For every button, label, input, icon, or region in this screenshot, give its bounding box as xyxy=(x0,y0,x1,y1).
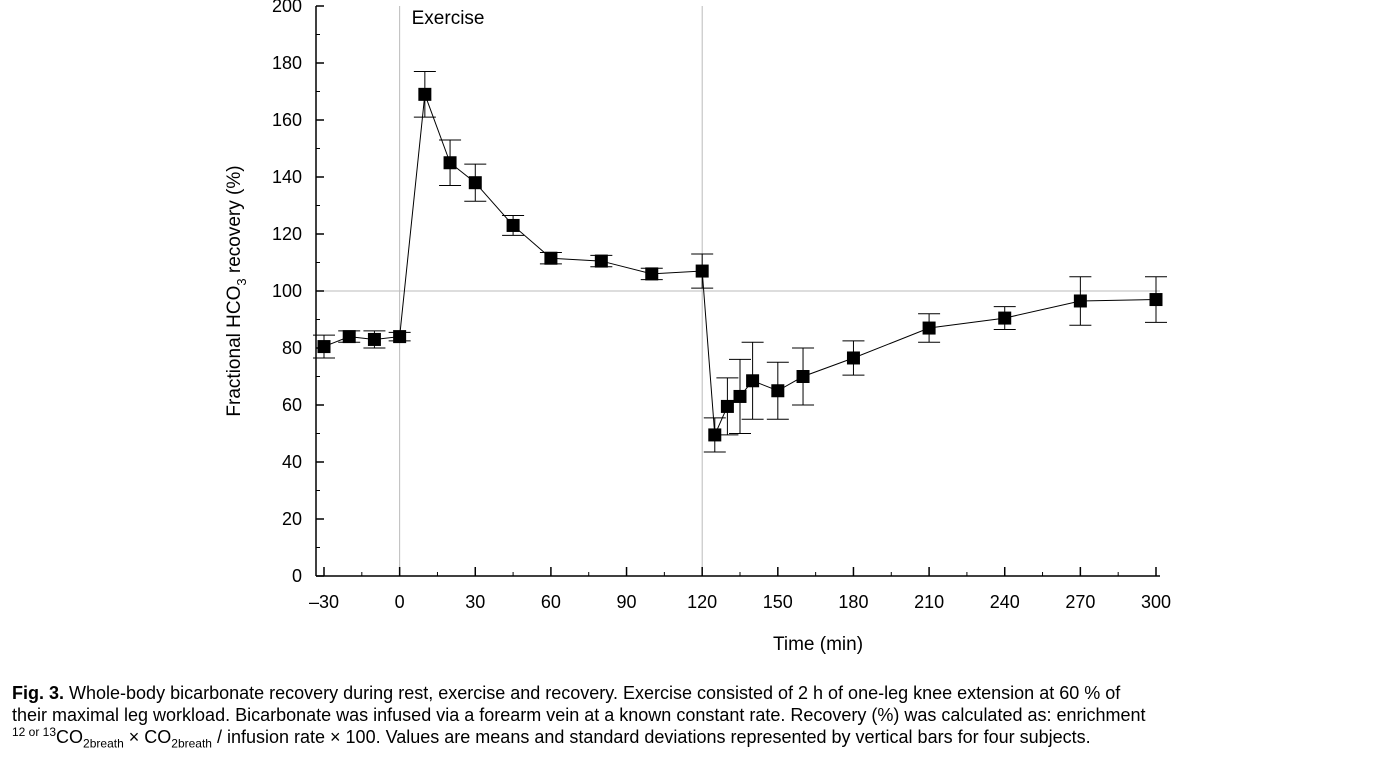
x-tick-label: 270 xyxy=(1065,592,1095,612)
x-tick-label: 60 xyxy=(541,592,561,612)
y-tick-label: 40 xyxy=(282,452,302,472)
isotope-superscript: 12 or 13 xyxy=(12,725,57,739)
y-tick-label: 160 xyxy=(272,110,302,130)
data-point xyxy=(317,340,331,354)
recovery-chart: –30 0 30 60 90 120 150 180 210 240 270 300 0 20 40 60 8… xyxy=(224,0,1171,655)
y-axis-title: Fractional HCO3 recovery (%) xyxy=(224,165,249,416)
data-point xyxy=(468,176,482,190)
caption-text: / infusion rate × 100. Values are means … xyxy=(211,727,1091,747)
data-point xyxy=(695,264,709,278)
x-tick-label: 30 xyxy=(465,592,485,612)
y-tick-label: 60 xyxy=(282,395,302,415)
caption-line: their maximal leg workload. Bicarbonate … xyxy=(12,705,1146,725)
data-point xyxy=(998,311,1012,325)
data-point xyxy=(443,156,457,170)
data-point xyxy=(708,428,722,442)
y-tick-label: 140 xyxy=(272,167,302,187)
y-tick-label: 0 xyxy=(292,566,302,586)
caption-line: Fig. 3. Whole-body bicarbonate recovery … xyxy=(12,682,1392,704)
data-point xyxy=(393,330,407,344)
data-series xyxy=(313,71,1167,453)
data-point xyxy=(733,389,747,403)
y-axis-ticks: 0 20 40 60 80 100 120 140 160 180 200 xyxy=(272,0,324,586)
data-point xyxy=(796,370,810,383)
data-point xyxy=(367,332,381,346)
x-axis-title: Time (min) xyxy=(773,634,863,655)
y-tick-label: 20 xyxy=(282,509,302,529)
data-point xyxy=(846,351,860,365)
x-tick-label: 210 xyxy=(914,592,944,612)
y-axis-title-subscript: 3 xyxy=(234,278,249,285)
x-axis-ticks: –30 0 30 60 90 120 150 180 210 240 270 300 xyxy=(309,567,1171,612)
data-point xyxy=(594,254,608,268)
x-tick-label: 300 xyxy=(1141,592,1171,612)
caption-line: 12 or 13CO2breath × CO2breath / infusion… xyxy=(12,725,1392,751)
caption-text: Whole-body bicarbonate recovery during r… xyxy=(64,683,1121,703)
caption-subscript: 2breath xyxy=(83,736,124,751)
figure-label: Fig. 3. xyxy=(12,683,65,703)
x-tick-label: 0 xyxy=(395,592,405,612)
exercise-annotation: Exercise xyxy=(412,8,485,29)
y-tick-label: 180 xyxy=(272,53,302,73)
data-point xyxy=(771,384,785,398)
y-axis-title-part: recovery (%) xyxy=(224,165,245,278)
x-tick-label: 150 xyxy=(763,592,793,612)
figure-caption: Fig. 3. Whole-body bicarbonate recovery … xyxy=(12,682,1392,751)
caption-subscript: 2breath xyxy=(171,736,212,751)
x-tick-label: 120 xyxy=(687,592,717,612)
y-axis-title-part: Fractional HCO xyxy=(224,286,245,417)
data-point xyxy=(544,251,558,265)
y-tick-label: 80 xyxy=(282,338,302,358)
data-point xyxy=(1149,293,1163,307)
data-point xyxy=(746,374,760,388)
y-tick-label: 120 xyxy=(272,224,302,244)
y-tick-label: 200 xyxy=(272,0,302,16)
caption-text: × CO xyxy=(123,727,172,747)
y-tick-label: 100 xyxy=(272,281,302,301)
caption-text: CO xyxy=(56,727,84,747)
data-point xyxy=(506,218,520,232)
data-point xyxy=(1073,294,1087,308)
data-point xyxy=(418,87,432,101)
reference-lines xyxy=(316,6,1160,576)
data-point xyxy=(922,321,936,335)
x-tick-label: 180 xyxy=(838,592,868,612)
x-tick-label: 240 xyxy=(990,592,1020,612)
data-point xyxy=(342,330,356,344)
data-point xyxy=(720,399,734,413)
x-tick-label: –30 xyxy=(309,592,339,612)
x-tick-label: 90 xyxy=(617,592,637,612)
data-point xyxy=(645,267,659,281)
